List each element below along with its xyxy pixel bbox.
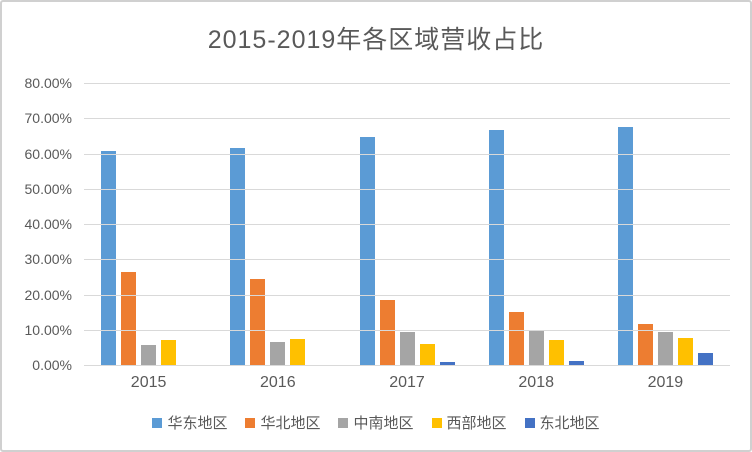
bar [617,127,633,365]
bar [250,278,266,365]
gridline [84,329,730,331]
legend-label: 华北地区 [260,415,321,432]
y-axis-tick-label: 70.00% [24,110,72,127]
bar [379,300,395,365]
bar [488,129,504,365]
gridline [84,188,730,190]
x-axis-label: 2015 [130,374,167,391]
bar [270,342,286,365]
legend-swatch-icon [338,417,349,428]
y-axis: 80.00% 70.00% 60.00% 50.00% 40.00% 30.00% 20.0… [2,75,74,373]
legend-label: 西部地区 [446,415,507,432]
legend-swatch-icon [431,417,442,428]
x-axis-label: 2016 [260,374,296,391]
legend-label: 中南地区 [353,415,414,432]
bar [121,272,137,365]
gridline [84,83,730,84]
bar-group [213,83,342,365]
bar [230,148,246,365]
legend-item: 华北地区 [245,412,320,433]
y-axis-tick-label: 60.00% [24,145,72,162]
legend-item: 中南地区 [338,412,414,433]
bar [677,337,693,365]
bar [439,362,455,365]
legend-item: 西部地区 [431,412,507,433]
bar [359,136,375,365]
bar [141,344,157,365]
y-axis-tick-label: 20.00% [24,286,72,303]
legend-swatch-icon [245,417,256,428]
bar-groups [84,83,730,365]
plot-area [84,83,730,366]
gridline [84,259,730,261]
bar [568,361,584,365]
gridline [84,365,730,366]
legend-swatch-icon [524,417,535,428]
y-axis-tick-label: 0.00% [32,357,72,373]
x-axis-label: 2017 [389,374,425,391]
legend-item: 华东地区 [152,412,227,433]
bar [101,150,117,365]
bar [290,339,306,365]
bar [399,331,415,365]
bar [528,330,544,365]
legend-swatch-icon [152,417,163,428]
legend: 华东地区 华北地区 中南地区 西部地区 东北地区 [2,412,750,433]
bar [508,312,524,365]
legend-label: 华东地区 [167,415,228,432]
legend-label: 东北地区 [539,415,600,432]
gridline [84,153,730,155]
y-axis-tick-label: 10.00% [24,321,72,338]
bar-group [601,83,730,365]
x-axis: 2015 2016 2017 2018 2019 [84,374,730,392]
y-axis-tick-label: 40.00% [24,216,72,232]
x-axis-label: 2019 [647,374,684,391]
gridline [84,118,730,120]
bar [161,339,177,365]
gridline [84,294,730,296]
y-axis-tick-label: 30.00% [24,251,72,268]
y-axis-tick-label: 80.00% [24,75,72,91]
bar [697,353,713,365]
bar [657,331,673,365]
y-axis-tick-label: 50.00% [24,180,72,197]
bar-group [342,83,471,365]
bar [548,339,564,365]
gridline [84,224,730,225]
legend-item: 东北地区 [524,412,600,433]
bar [637,324,653,365]
bar-group [472,83,601,365]
x-axis-label: 2018 [518,374,554,391]
bar [419,343,435,365]
chart-title: 2015-2019年各区域营收占比 [207,26,545,54]
